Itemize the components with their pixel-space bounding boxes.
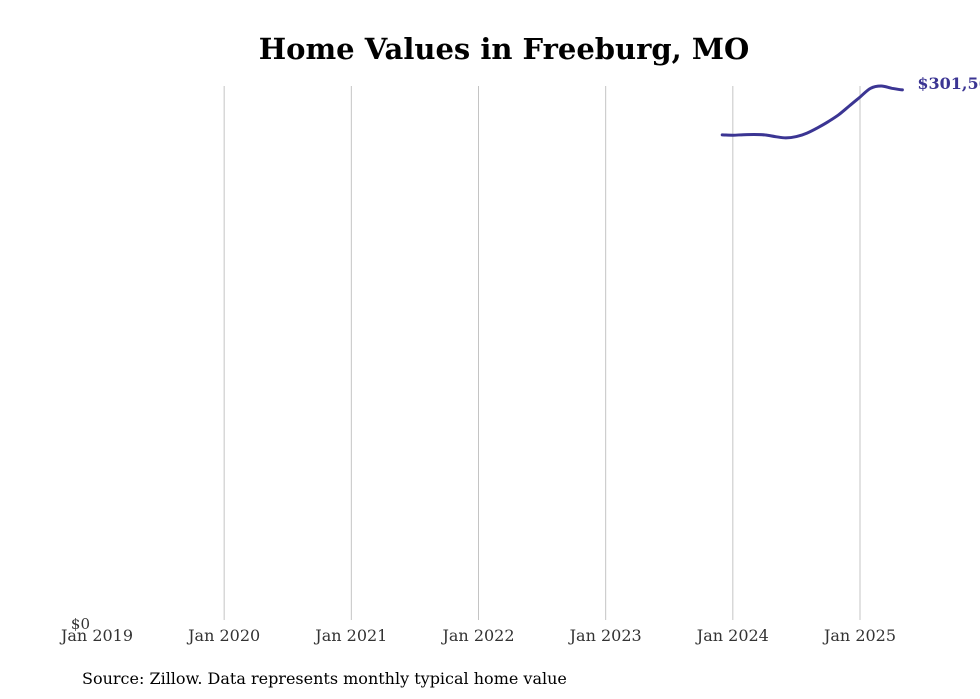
x-tick-label: Jan 2021 [313,626,387,645]
end-value-label: $301,560 [917,74,980,93]
x-tick-label: Jan 2023 [568,626,642,645]
series-line [720,84,904,140]
series-layer: $301,560 [720,74,980,140]
x-tick-label: Jan 2020 [186,626,260,645]
x-tick-label: Jan 2025 [822,626,896,645]
x-tick-label: Jan 2024 [695,626,769,645]
x-axis-ticks: Jan 2019 Jan 2020 Jan 2021 Jan 2022 Jan 2023… [59,626,896,645]
gridlines [223,86,861,620]
x-tick-label: Jan 2022 [440,626,514,645]
y-tick-label: $0 [71,615,90,633]
y-axis-ticks: $0 [71,615,90,633]
x-tick-label: Jan 2019 [59,626,133,645]
chart-title: Home Values in Freeburg, MO [259,32,750,66]
source-note: Source: Zillow. Data represents monthly … [82,669,567,688]
